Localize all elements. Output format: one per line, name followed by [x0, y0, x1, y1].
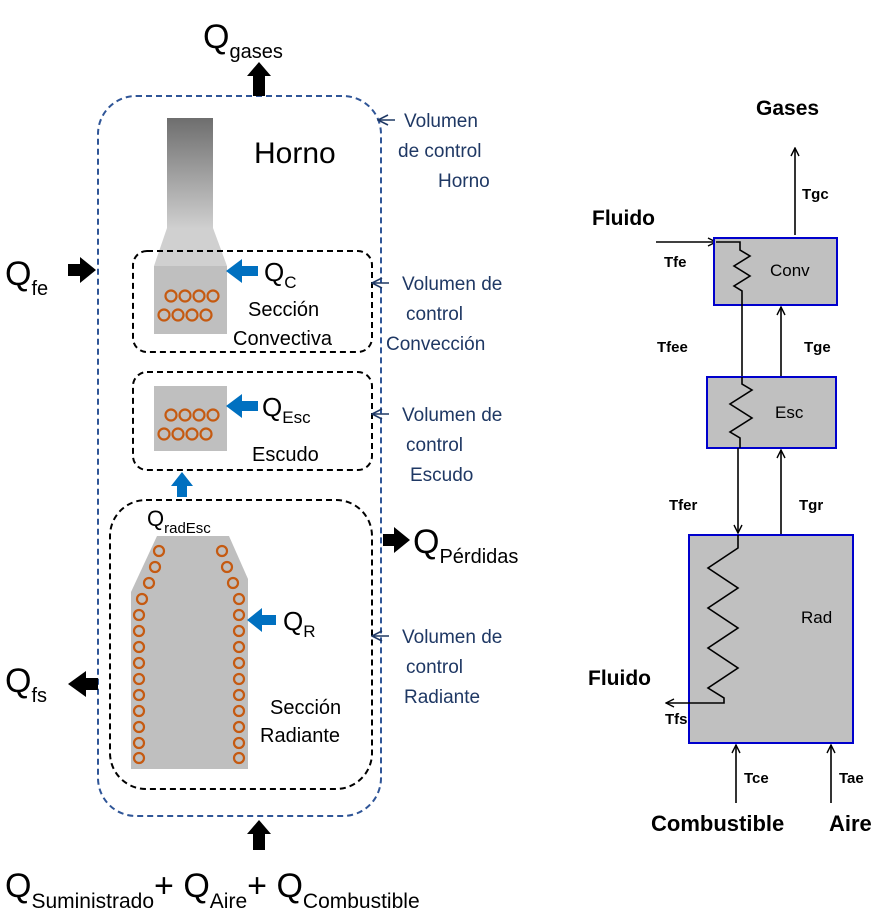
q-fs-arrow: [68, 671, 98, 697]
q-rad-esc-arrow: [171, 472, 193, 497]
q-c-label: QC: [264, 257, 297, 292]
tfs-label: Tfs: [665, 711, 688, 728]
tae-label: Tae: [839, 770, 864, 787]
gases-out-arrow: [247, 62, 271, 96]
cv-escudo-annotation: Volumen de control Escudo: [372, 405, 502, 486]
q-r-arrow: [247, 608, 276, 632]
aire-label: Aire: [829, 811, 872, 836]
rad-control-volume: [109, 499, 373, 790]
q-rad-esc-label: QradEsc: [147, 506, 211, 537]
svg-text:control: control: [406, 435, 463, 456]
rad-box-label: Rad: [801, 608, 832, 627]
tce-label: Tce: [744, 770, 769, 787]
radiant-tubes-right: [215, 544, 246, 765]
esc-box-label: Esc: [775, 403, 804, 422]
chimney-transition: [154, 228, 227, 266]
q-esc-label: QEsc: [262, 392, 311, 427]
rad-box: [688, 534, 854, 744]
q-perdidas-arrow: [383, 527, 410, 553]
svg-text:Convección: Convección: [386, 334, 485, 355]
cv-conv-annotation: Volumen de control Convección: [372, 274, 502, 355]
svg-text:Volumen de: Volumen de: [402, 405, 502, 426]
q-gases-label: Qgases: [203, 18, 283, 63]
q-esc-arrow: [226, 394, 258, 418]
q-fe-label: Qfe: [5, 255, 48, 300]
chimney: [167, 118, 213, 228]
conv-box-label: Conv: [770, 261, 810, 280]
fluido-out-label: Fluido: [588, 667, 651, 690]
svg-text:control: control: [406, 304, 463, 325]
supply-in-arrow: [247, 820, 271, 850]
tfe-label: Tfe: [664, 254, 687, 271]
svg-text:Escudo: Escudo: [410, 465, 473, 486]
svg-text:Qgases: Qgases: [203, 18, 283, 63]
rad-coil: [666, 535, 740, 703]
tfee-label: Tfee: [657, 339, 688, 356]
svg-text:Volumen: Volumen: [404, 111, 478, 132]
fluido-in-label: Fluido: [592, 207, 655, 230]
q-r-label: QR: [283, 606, 316, 641]
left-furnace-diagram: Qgases Horno QC Sección Convectiva Qfe Q…: [5, 18, 518, 913]
radiant-tubes-left: [132, 544, 166, 765]
tgr-label: Tgr: [799, 497, 823, 514]
rad-section-line2: Radiante: [260, 725, 340, 747]
svg-text:de control: de control: [398, 141, 481, 162]
svg-text:Volumen de: Volumen de: [402, 274, 502, 295]
svg-text:Radiante: Radiante: [404, 687, 480, 708]
tfer-label: Tfer: [669, 497, 698, 514]
conv-box: [713, 237, 838, 306]
horno-label: Horno: [254, 137, 336, 170]
q-c-arrow: [226, 259, 258, 283]
cv-horno-annotation: Volumen de control Horno: [378, 111, 490, 192]
esc-box: [706, 376, 837, 449]
conv-section-line1: Sección: [248, 299, 319, 321]
svg-text:Horno: Horno: [438, 171, 490, 192]
right-schematic-diagram: Gases Tgc Fluido Tfe Conv Tfee Tge Esc T…: [588, 97, 872, 836]
q-perdidas-label: QPérdidas: [413, 523, 518, 568]
conv-section-line2: Convectiva: [233, 328, 333, 350]
horno-control-volume: [97, 95, 382, 817]
escudo-control-volume: [132, 371, 373, 471]
conv-tubes: [157, 289, 220, 322]
cv-rad-annotation: Volumen de control Radiante: [372, 627, 502, 708]
tge-label: Tge: [804, 339, 831, 356]
conv-control-volume: [132, 250, 373, 353]
escudo-tubes: [157, 408, 220, 441]
rad-section-line1: Sección: [270, 697, 341, 719]
q-fs-label: Qfs: [5, 662, 47, 707]
escudo-label: Escudo: [252, 444, 319, 466]
svg-text:control: control: [406, 657, 463, 678]
q-fe-arrow: [68, 257, 96, 283]
combustible-label: Combustible: [651, 811, 784, 836]
radiant-section-block: [131, 536, 248, 769]
gases-label: Gases: [756, 97, 819, 120]
esc-coil: [728, 377, 754, 448]
svg-text:Volumen de: Volumen de: [402, 627, 502, 648]
tgc-label: Tgc: [802, 186, 829, 203]
conv-coil: [716, 241, 752, 305]
supply-sum-label: QSuministrado+ QAire+ QCombustible: [5, 867, 420, 913]
